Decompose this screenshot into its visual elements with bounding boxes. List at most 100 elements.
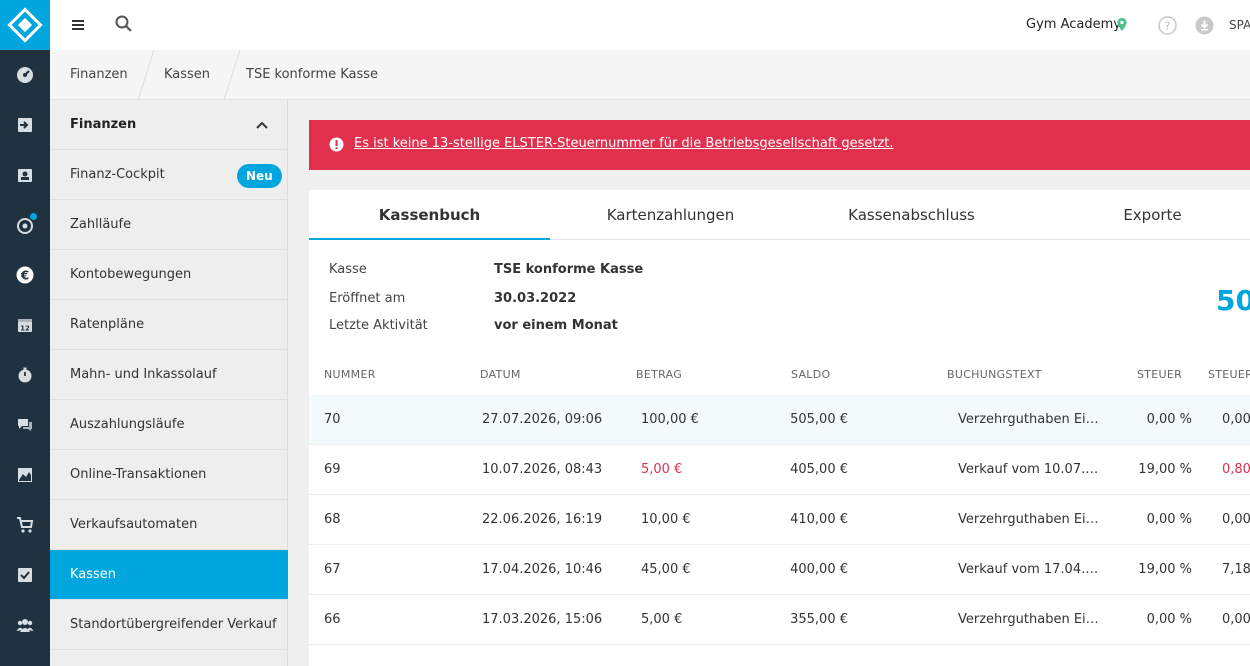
sidebar-item-kontobewegungen[interactable]: Kontobewegungen: [50, 250, 288, 300]
cell-steuer-betrag: 0,00: [1222, 612, 1250, 627]
cell-datum: 17.04.2026, 10:46: [482, 562, 603, 577]
cell-betrag: 10,00 €: [641, 512, 691, 527]
aktivitaet-value: vor einem Monat: [494, 318, 618, 333]
cell-betrag: 5,00 €: [641, 612, 683, 627]
tab-kartenzahlungen[interactable]: Kartenzahlungen: [606, 206, 735, 224]
cell-steuer-betrag: 0,80: [1222, 462, 1250, 477]
cell-saldo: 505,00 €: [790, 412, 848, 427]
members-card-icon[interactable]: [13, 163, 37, 187]
calendar-icon[interactable]: 12: [13, 313, 37, 337]
cell-buchungstext: Verkauf vom 17.04.…: [958, 562, 1099, 577]
cell-steuer: 19,00 %: [1138, 562, 1192, 577]
breadcrumb-separator: [223, 50, 241, 100]
checkin-icon[interactable]: [13, 113, 37, 137]
table-row[interactable]: 67 17.04.2026, 10:46 45,00 € 400,00 € Verkau…: [309, 545, 1250, 595]
icon-rail: € 12: [0, 0, 50, 666]
cell-betrag: 45,00 €: [641, 562, 691, 577]
chevron-up-icon: [256, 121, 268, 129]
group-icon[interactable]: [13, 613, 37, 637]
cell-nummer: 67: [324, 562, 341, 577]
sidebar-section-header[interactable]: Finanzen: [50, 100, 288, 150]
aktivitaet-label: Letzte Aktivität: [329, 318, 428, 333]
kasse-value: TSE konforme Kasse: [494, 262, 644, 277]
tab-kassenbuch[interactable]: Kassenbuch: [309, 190, 550, 240]
alert-link[interactable]: Es ist keine 13-stellige ELSTER-Steuernu…: [354, 136, 894, 151]
cell-buchungstext: Verkauf vom 10.07.…: [958, 462, 1099, 477]
top-bar: Gym Academy ? SPA: [50, 0, 1250, 50]
dashboard-icon[interactable]: [13, 63, 37, 87]
cart-icon[interactable]: [13, 513, 37, 537]
sidebar-item-label: Mahn- und Inkassolauf: [70, 367, 217, 382]
studio-selector[interactable]: Gym Academy: [1026, 17, 1121, 32]
sidebar-item-label: Kassen: [70, 567, 117, 582]
column-header-steuer[interactable]: STEUER: [1137, 368, 1183, 381]
breadcrumb-kassen[interactable]: Kassen: [164, 67, 211, 82]
table-row[interactable]: 70 27.07.2026, 09:06 100,00 € 505,00 € Verze…: [309, 395, 1250, 445]
svg-text:12: 12: [20, 325, 30, 333]
kasse-panel: Kassenbuch Kartenzahlungen Kassenabschlu…: [309, 190, 1250, 666]
sidebar-item-verkaufsautomaten[interactable]: Verkaufsautomaten: [50, 500, 288, 550]
cell-datum: 22.06.2026, 16:19: [482, 512, 603, 527]
table-row[interactable]: 68 22.06.2026, 16:19 10,00 € 410,00 € Verzeh…: [309, 495, 1250, 545]
table-row[interactable]: 69 10.07.2026, 08:43 5,00 € 405,00 € Verkauf…: [309, 445, 1250, 495]
cell-buchungstext: Verzehrguthaben Ei…: [958, 612, 1099, 627]
language-selector[interactable]: SPA: [1229, 18, 1250, 32]
tab-bar: Kassenbuch Kartenzahlungen Kassenabschlu…: [309, 190, 1250, 240]
finance-sidebar: Finanzen Finanz-Cockpit Neu Zahlläufe Ko…: [50, 100, 288, 666]
sidebar-item-label: Auszahlungsläufe: [70, 417, 185, 432]
column-header-betrag[interactable]: BETRAG: [636, 368, 683, 381]
sidebar-item-auszahlungslaeufe[interactable]: Auszahlungsläufe: [50, 400, 288, 450]
sidebar-item-zahllaeufe[interactable]: Zahlläufe: [50, 200, 288, 250]
column-header-saldo[interactable]: SALDO: [791, 368, 831, 381]
sidebar-item-online-transaktionen[interactable]: Online-Transaktionen: [50, 450, 288, 500]
location-pin-icon: [1116, 17, 1128, 33]
image-chart-icon[interactable]: [13, 463, 37, 487]
breadcrumb: Finanzen Kassen TSE konforme Kasse: [50, 50, 1250, 100]
checkbox-icon[interactable]: [13, 563, 37, 587]
cell-buchungstext: Verzehrguthaben Ei…: [958, 512, 1099, 527]
sidebar-item-standortuebergreifender-verkauf[interactable]: Standortübergreifender Verkauf: [50, 600, 288, 650]
sidebar-item-ratenplaene[interactable]: Ratenpläne: [50, 300, 288, 350]
eroeffnet-value: 30.03.2022: [494, 291, 577, 306]
breadcrumb-finanzen[interactable]: Finanzen: [70, 67, 128, 82]
column-header-nummer[interactable]: NUMMER: [324, 368, 376, 381]
cell-nummer: 66: [324, 612, 341, 627]
cell-steuer: 19,00 %: [1138, 462, 1192, 477]
column-header-buchungstext[interactable]: BUCHUNGSTEXT: [947, 368, 1042, 381]
cell-steuer: 0,00 %: [1146, 412, 1192, 427]
sidebar-section-title: Finanzen: [70, 117, 137, 132]
cell-datum: 27.07.2026, 09:06: [482, 412, 603, 427]
table-row[interactable]: 66 17.03.2026, 15:06 5,00 € 355,00 € Verzehr…: [309, 595, 1250, 645]
tab-exporte[interactable]: Exporte: [1123, 206, 1182, 224]
sidebar-item-kassen[interactable]: Kassen: [50, 550, 288, 600]
notification-dot: [30, 213, 37, 220]
cell-datum: 17.03.2026, 15:06: [482, 612, 603, 627]
search-icon[interactable]: [114, 14, 134, 34]
sidebar-item-mahn-inkassolauf[interactable]: Mahn- und Inkassolauf: [50, 350, 288, 400]
balance-display: 50: [1216, 284, 1250, 317]
cell-steuer: 0,00 %: [1146, 612, 1192, 627]
sidebar-item-finanz-cockpit[interactable]: Finanz-Cockpit Neu: [50, 150, 288, 200]
cell-buchungstext: Verzehrguthaben Ei…: [958, 412, 1099, 427]
logo-icon[interactable]: [0, 0, 50, 50]
download-icon[interactable]: [1195, 16, 1214, 35]
column-header-steuer-betrag[interactable]: STEUER: [1208, 368, 1250, 381]
cell-nummer: 70: [324, 412, 341, 427]
kasse-label: Kasse: [329, 262, 367, 277]
chat-icon[interactable]: [13, 413, 37, 437]
target-icon[interactable]: [13, 213, 37, 237]
svg-text:?: ?: [1165, 20, 1171, 33]
tab-kassenabschluss[interactable]: Kassenabschluss: [848, 206, 975, 224]
sidebar-item-label: Finanz-Cockpit: [70, 167, 165, 182]
cell-steuer-betrag: 7,18: [1222, 562, 1250, 577]
stopwatch-icon[interactable]: [13, 363, 37, 387]
column-header-datum[interactable]: DATUM: [480, 368, 521, 381]
cell-betrag: 5,00 €: [641, 462, 683, 477]
cell-steuer-betrag: 0,00: [1222, 512, 1250, 527]
exclamation-icon: [329, 137, 344, 152]
help-icon[interactable]: ?: [1158, 16, 1177, 35]
euro-icon[interactable]: €: [13, 263, 37, 287]
cell-steuer-betrag: 0,00: [1222, 412, 1250, 427]
hamburger-menu-icon[interactable]: [70, 15, 86, 35]
sidebar-item-label: Zahlläufe: [70, 217, 132, 232]
